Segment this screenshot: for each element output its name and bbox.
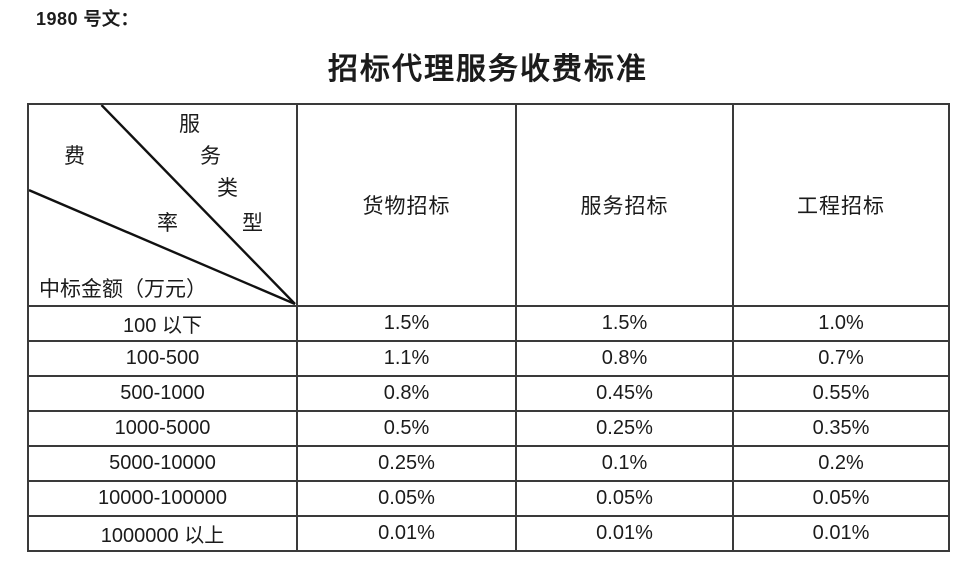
row-label-cell: 100 以下: [27, 305, 298, 342]
fee-rate-char-1: 费: [64, 144, 85, 168]
column-header-services: 服务招标: [515, 103, 734, 307]
table-row: 1000-5000 0.5% 0.25% 0.35%: [27, 410, 950, 447]
table-row: 500-1000 0.8% 0.45% 0.55%: [27, 375, 950, 412]
fee-value-cell: 0.05%: [296, 480, 517, 517]
fee-value-cell: 0.01%: [296, 515, 517, 552]
row-label-cell: 10000-100000: [27, 480, 298, 517]
fee-value-cell: 0.8%: [296, 375, 517, 412]
fee-value-cell: 0.5%: [296, 410, 517, 447]
fee-value-cell: 1.1%: [296, 340, 517, 377]
fee-value-cell: 0.01%: [515, 515, 734, 552]
fee-value-cell: 0.25%: [296, 445, 517, 482]
diagonal-line-upper: [100, 106, 295, 304]
table-row: 100 以下 1.5% 1.5% 1.0%: [27, 305, 950, 342]
doc-number-label: 1980 号文：: [36, 9, 140, 29]
diagonal-line-lower: [30, 189, 295, 304]
table-row: 1000000 以上 0.01% 0.01% 0.01%: [27, 515, 950, 552]
column-header-engineering: 工程招标: [732, 103, 950, 307]
row-label-cell: 1000000 以上: [27, 515, 298, 552]
row-label-cell: 100-500: [27, 340, 298, 377]
fee-value-cell: 1.5%: [515, 305, 734, 342]
fee-rate-char-2: 率: [157, 211, 178, 235]
table-row: 10000-100000 0.05% 0.05% 0.05%: [27, 480, 950, 517]
row-label-cell: 1000-5000: [27, 410, 298, 447]
fee-value-cell: 0.05%: [515, 480, 734, 517]
fee-value-cell: 0.45%: [515, 375, 734, 412]
fee-value-cell: 1.5%: [296, 305, 517, 342]
fee-value-cell: 1.0%: [732, 305, 950, 342]
service-type-char-2: 务: [200, 144, 221, 168]
amount-axis-label: 中标金额（万元）: [39, 277, 207, 301]
fee-table: 服 务 类 型 费 率 中标金额（万元） 货物招标 服务招标 工程招标 100 …: [27, 103, 950, 552]
row-label-cell: 5000-10000: [27, 445, 298, 482]
service-type-char-3: 类: [217, 176, 238, 200]
table-row: 100-500 1.1% 0.8% 0.7%: [27, 340, 950, 377]
table-corner-cell: 服 务 类 型 费 率 中标金额（万元）: [27, 103, 298, 307]
row-label-cell: 500-1000: [27, 375, 298, 412]
fee-value-cell: 0.01%: [732, 515, 950, 552]
service-type-char-1: 服: [179, 112, 200, 136]
table-row: 5000-10000 0.25% 0.1% 0.2%: [27, 445, 950, 482]
fee-value-cell: 0.2%: [732, 445, 950, 482]
fee-value-cell: 0.25%: [515, 410, 734, 447]
column-header-goods: 货物招标: [296, 103, 517, 307]
fee-value-cell: 0.7%: [732, 340, 950, 377]
diagonal-divider-lines: [30, 106, 295, 304]
fee-value-cell: 0.35%: [732, 410, 950, 447]
fee-value-cell: 0.55%: [732, 375, 950, 412]
fee-value-cell: 0.05%: [732, 480, 950, 517]
fee-value-cell: 0.1%: [515, 445, 734, 482]
fee-value-cell: 0.8%: [515, 340, 734, 377]
table-header-row: 服 务 类 型 费 率 中标金额（万元） 货物招标 服务招标 工程招标: [27, 103, 950, 307]
page-title: 招标代理服务收费标准: [328, 53, 648, 86]
service-type-char-4: 型: [242, 211, 263, 235]
